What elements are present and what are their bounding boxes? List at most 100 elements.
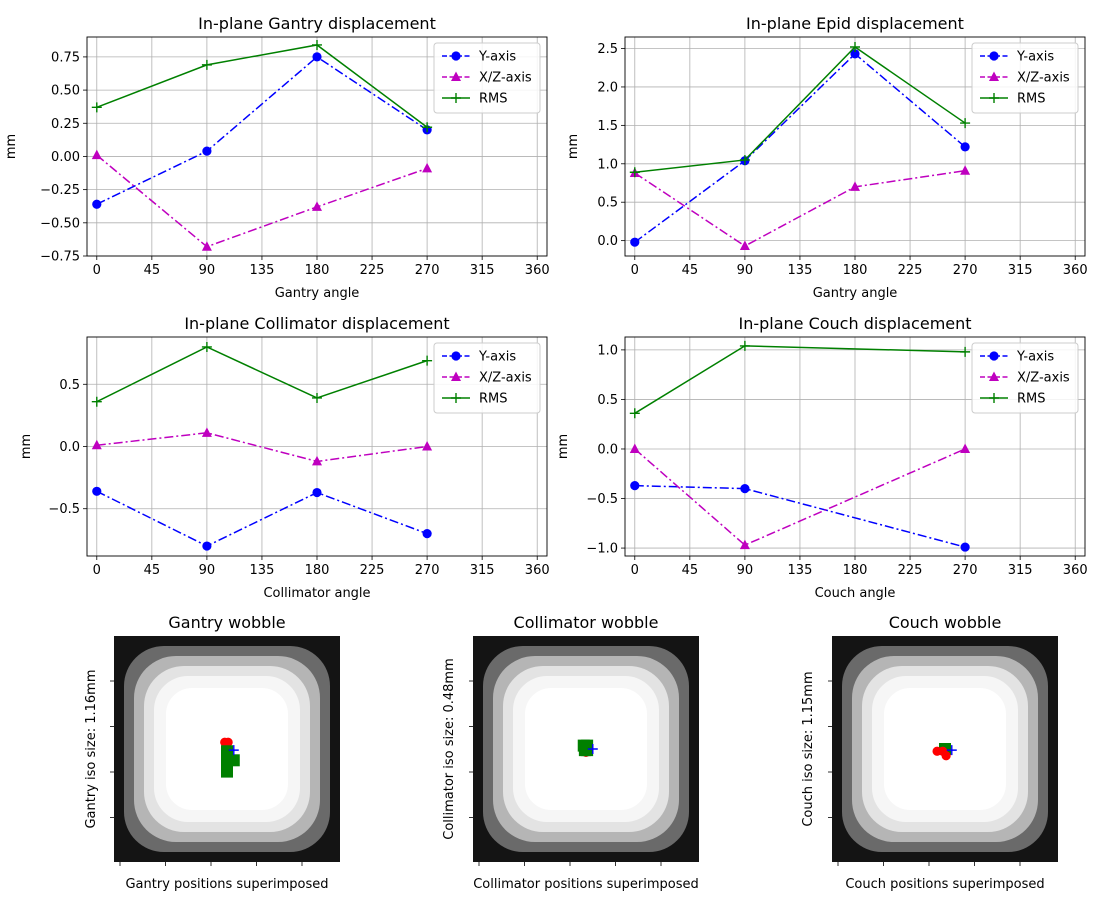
x-tick-label: 0	[631, 263, 639, 278]
x-tick-label: 225	[898, 263, 923, 278]
wobble-title: Collimator wobble	[514, 613, 659, 632]
data-point	[202, 146, 212, 156]
data-point	[739, 340, 750, 351]
x-tick-label: 135	[250, 263, 275, 278]
y-tick-label: −1.0	[586, 542, 618, 557]
wobble-panel-1: Gantry wobble Gantry positions superimpos…	[84, 613, 340, 892]
axes-frame	[624, 336, 1086, 557]
data-point	[422, 162, 433, 173]
legend-marker	[989, 51, 999, 61]
data-point	[960, 542, 970, 552]
data-point	[960, 142, 970, 152]
chart-title: In-plane Gantry displacement	[198, 14, 436, 33]
data-point	[740, 484, 750, 494]
x-tick-label: 135	[250, 563, 275, 578]
series-line-xzaxis	[634, 169, 966, 247]
x-tick-label: 90	[199, 263, 216, 278]
x-tick-label: 0	[93, 563, 101, 578]
y-tick-label: −0.5	[48, 502, 80, 517]
y-axis-label: mm	[556, 434, 571, 459]
x-tick-label: 360	[1063, 263, 1088, 278]
y-tick-label: 0.5	[59, 378, 80, 393]
legend-marker	[451, 93, 461, 103]
wobble-point	[221, 765, 233, 778]
x-axis-label: Collimator angle	[263, 586, 370, 601]
legend-marker	[451, 371, 461, 381]
chart-title: In-plane Collimator displacement	[184, 314, 449, 333]
legend-marker	[989, 371, 999, 381]
line-chart-2: 0 45 90 135 180 225 270 315 360 0.0 0.5 1.0 1.5 2.0 2.…	[566, 14, 1088, 301]
series-line-rms	[96, 44, 428, 128]
y-axis-label: mm	[19, 434, 34, 459]
legend-box	[433, 42, 541, 114]
data-point	[312, 392, 322, 403]
series-line-yaxis	[96, 55, 428, 205]
x-tick-label: 315	[470, 263, 495, 278]
x-tick-label: 135	[788, 563, 813, 578]
axes-frame	[86, 336, 548, 557]
data-point	[739, 240, 750, 251]
data-point	[850, 49, 860, 59]
data-point	[201, 341, 212, 352]
y-tick-label: 1.5	[597, 119, 618, 134]
legend-marker	[451, 393, 461, 403]
y-axis-label: mm	[566, 134, 581, 159]
x-tick-label: 270	[415, 563, 440, 578]
chart-title: In-plane Epid displacement	[746, 14, 964, 33]
x-tick-label: 225	[360, 563, 385, 578]
x-tick-label: 225	[898, 563, 923, 578]
data-point	[850, 41, 860, 52]
data-point	[960, 346, 971, 357]
wobble-point	[946, 745, 957, 756]
data-point	[92, 486, 102, 496]
x-tick-label: 360	[1063, 563, 1088, 578]
legend-marker	[989, 351, 999, 361]
legend-marker	[989, 393, 999, 403]
x-axis-label: Gantry angle	[275, 286, 360, 301]
data-point	[422, 122, 433, 133]
wobble-title: Gantry wobble	[168, 613, 285, 632]
data-point	[91, 396, 102, 407]
legend-label: Y-axis	[478, 350, 516, 365]
data-point	[202, 541, 212, 551]
data-point	[91, 439, 102, 450]
y-tick-label: 0.00	[51, 150, 80, 165]
legend-label: X/Z-axis	[479, 371, 532, 386]
y-tick-label: 0.0	[597, 234, 618, 249]
data-point	[629, 443, 640, 453]
x-tick-label: 135	[788, 263, 813, 278]
y-tick-label: 2.5	[597, 42, 618, 57]
y-tick-label: 0.75	[51, 50, 80, 65]
data-point	[201, 427, 212, 437]
wobble-point	[221, 756, 233, 769]
data-point	[960, 165, 971, 175]
x-tick-label: 180	[843, 563, 868, 578]
legend-box	[433, 342, 541, 414]
legend-box	[971, 42, 1079, 114]
axes-frame	[86, 36, 548, 257]
line-chart-4: 0 45 90 135 180 225 270 315 360 −1.0 −0.5 0.0 0.5 1.0…	[556, 314, 1088, 601]
y-tick-label: 0.0	[597, 442, 618, 457]
y-tick-label: 1.0	[597, 343, 618, 358]
x-tick-label: 45	[144, 263, 161, 278]
x-tick-label: 315	[470, 563, 495, 578]
y-tick-label: 0.0	[59, 440, 80, 455]
legend-marker	[989, 93, 999, 103]
y-tick-label: 1.0	[597, 157, 618, 172]
data-point	[960, 118, 971, 129]
y-axis-label: mm	[4, 134, 19, 159]
y-tick-label: 0.5	[597, 196, 618, 211]
y-tick-label: −0.25	[40, 183, 80, 198]
y-tick-label: 0.25	[51, 117, 80, 132]
legend-marker	[451, 51, 461, 61]
data-point	[312, 487, 322, 498]
x-tick-label: 45	[682, 563, 699, 578]
wobble-y-label: Couch iso size: 1.15mm	[801, 671, 816, 826]
x-tick-label: 270	[953, 563, 978, 578]
legend-label: X/Z-axis	[479, 71, 532, 86]
series-line-xzaxis	[96, 432, 428, 463]
series-line-rms	[96, 346, 428, 403]
legend: Y-axis X/Z-axis RMS	[433, 342, 541, 414]
data-point	[312, 201, 322, 211]
x-tick-label: 180	[305, 263, 330, 278]
